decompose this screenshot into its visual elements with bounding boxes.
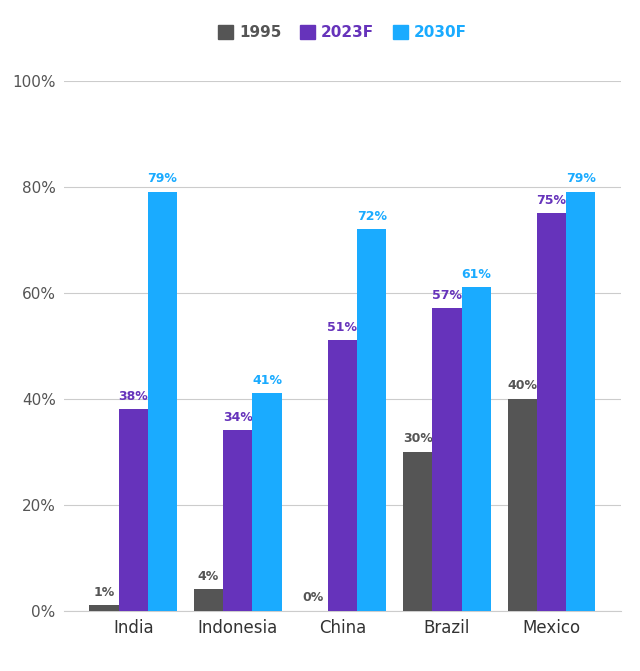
Bar: [252, 393, 282, 611]
Text: 72%: 72%: [356, 209, 387, 223]
Text: 41%: 41%: [252, 374, 282, 387]
Text: 0%: 0%: [303, 591, 324, 605]
Text: 51%: 51%: [328, 321, 357, 334]
Bar: [461, 287, 491, 611]
Text: 30%: 30%: [403, 432, 433, 446]
Text: 57%: 57%: [432, 289, 462, 302]
Text: 79%: 79%: [566, 172, 596, 185]
Bar: [90, 605, 118, 611]
Legend: 1995, 2023F, 2030F: 1995, 2023F, 2030F: [212, 19, 473, 46]
Bar: [194, 589, 223, 611]
Text: 75%: 75%: [536, 194, 566, 207]
Text: 34%: 34%: [223, 411, 253, 424]
Bar: [223, 430, 252, 611]
Text: 40%: 40%: [508, 379, 538, 393]
Text: 4%: 4%: [198, 570, 219, 583]
Text: 38%: 38%: [118, 390, 148, 403]
Bar: [403, 452, 433, 611]
Bar: [148, 192, 177, 611]
Bar: [328, 340, 357, 611]
Bar: [508, 399, 537, 611]
Bar: [118, 409, 148, 611]
Text: 61%: 61%: [461, 268, 492, 281]
Bar: [433, 309, 461, 611]
Bar: [537, 213, 566, 611]
Text: 1%: 1%: [93, 586, 115, 599]
Bar: [357, 229, 387, 611]
Text: 79%: 79%: [148, 172, 177, 185]
Bar: [566, 192, 595, 611]
